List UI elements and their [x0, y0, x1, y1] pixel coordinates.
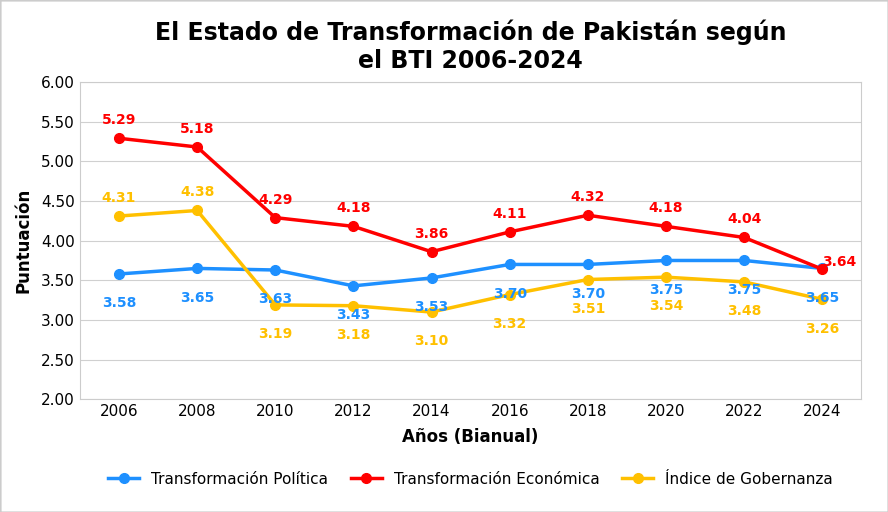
Text: 3.64: 3.64	[821, 255, 856, 269]
Transformación Política	[348, 283, 359, 289]
Text: 3.10: 3.10	[415, 334, 448, 348]
Transformación Económica	[348, 223, 359, 229]
Índice de Gobernanza	[270, 302, 281, 308]
Índice de Gobernanza	[114, 213, 124, 219]
Text: 5.18: 5.18	[180, 122, 214, 136]
Text: 3.32: 3.32	[493, 317, 527, 331]
Transformación Política	[739, 258, 749, 264]
Text: 3.70: 3.70	[571, 287, 605, 301]
Text: 3.70: 3.70	[493, 287, 527, 301]
Transformación Política	[583, 261, 593, 267]
Transformación Política	[817, 265, 828, 271]
Índice de Gobernanza	[192, 207, 202, 214]
Text: 3.43: 3.43	[337, 308, 370, 322]
Text: 4.38: 4.38	[180, 185, 214, 199]
Índice de Gobernanza	[661, 274, 671, 280]
Text: 3.65: 3.65	[805, 291, 839, 305]
Índice de Gobernanza	[583, 276, 593, 283]
Text: 4.04: 4.04	[727, 212, 761, 226]
Text: 4.32: 4.32	[571, 190, 605, 204]
Text: 3.63: 3.63	[258, 292, 292, 306]
Transformación Económica	[739, 234, 749, 241]
Text: 3.86: 3.86	[415, 227, 448, 241]
Text: 3.58: 3.58	[102, 296, 136, 310]
Text: 3.75: 3.75	[649, 283, 683, 296]
Text: 3.26: 3.26	[805, 322, 839, 335]
Text: 3.51: 3.51	[571, 302, 605, 316]
Transformación Política	[426, 275, 437, 281]
Text: 4.18: 4.18	[649, 201, 683, 215]
Text: 3.54: 3.54	[649, 300, 683, 313]
Transformación Política	[192, 265, 202, 271]
X-axis label: Años (Bianual): Años (Bianual)	[402, 428, 539, 445]
Text: 4.18: 4.18	[337, 201, 370, 215]
Transformación Económica	[270, 215, 281, 221]
Text: 3.75: 3.75	[727, 283, 761, 296]
Legend: Transformación Política, Transformación Económica, Índice de Gobernanza: Transformación Política, Transformación …	[100, 464, 841, 495]
Y-axis label: Puntuación: Puntuación	[15, 188, 33, 293]
Text: 3.19: 3.19	[258, 327, 292, 341]
Índice de Gobernanza	[817, 296, 828, 303]
Transformación Económica	[817, 266, 828, 272]
Line: Transformación Política: Transformación Política	[115, 255, 827, 291]
Line: Transformación Económica: Transformación Económica	[115, 134, 827, 274]
Text: 3.65: 3.65	[180, 291, 214, 305]
Text: 3.48: 3.48	[727, 304, 761, 318]
Text: 4.31: 4.31	[102, 191, 136, 205]
Text: 3.53: 3.53	[415, 300, 448, 314]
Text: 4.29: 4.29	[258, 193, 292, 206]
Line: Índice de Gobernanza: Índice de Gobernanza	[115, 206, 827, 317]
Title: El Estado de Transformación de Pakistán según
el BTI 2006-2024: El Estado de Transformación de Pakistán …	[155, 20, 787, 73]
Transformación Económica	[661, 223, 671, 229]
Transformación Económica	[192, 144, 202, 150]
Transformación Económica	[114, 135, 124, 141]
Transformación Política	[504, 261, 515, 267]
Text: 3.18: 3.18	[337, 328, 370, 342]
Text: 4.11: 4.11	[493, 207, 527, 221]
Transformación Económica	[426, 249, 437, 255]
Transformación Económica	[583, 212, 593, 218]
Transformación Económica	[504, 229, 515, 235]
Índice de Gobernanza	[426, 309, 437, 315]
Índice de Gobernanza	[348, 303, 359, 309]
Transformación Política	[661, 258, 671, 264]
Transformación Política	[114, 271, 124, 277]
Text: 5.29: 5.29	[102, 113, 136, 127]
Índice de Gobernanza	[504, 291, 515, 297]
Transformación Política	[270, 267, 281, 273]
Índice de Gobernanza	[739, 279, 749, 285]
